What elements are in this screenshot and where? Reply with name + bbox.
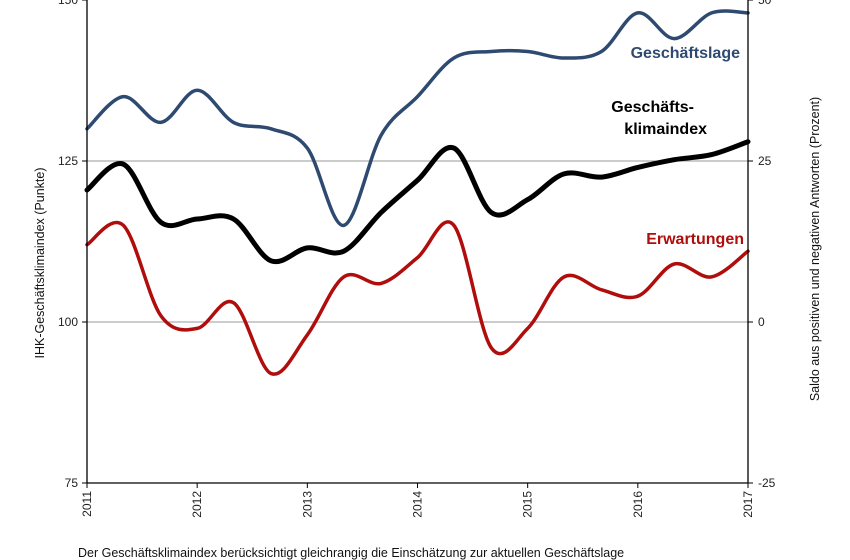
y-axis-right: -25 0 25 50	[748, 0, 776, 490]
series-label-geschaeftsklimaindex-line1: Geschäfts-	[611, 99, 694, 116]
y-right-tick-label-2: 25	[758, 154, 772, 168]
series-line-geschaeftsklimaindex	[84, 139, 751, 265]
x-tick-label-1: 2012	[190, 491, 204, 518]
series-line-erwartungen	[85, 220, 750, 376]
y-left-tick-label-1: 100	[58, 315, 78, 329]
series-label-geschaeftslage: Geschäftslage	[631, 45, 740, 62]
x-tick-label-5: 2016	[631, 491, 645, 518]
series-group	[84, 9, 751, 376]
x-axis: 2011 2012 2013 2014 2015 2016 2017	[80, 483, 755, 518]
y-left-tick-label-3: 150	[58, 0, 78, 7]
series-label-erwartungen: Erwartungen	[646, 231, 744, 248]
y-axis-left-title: IHK-Geschäftsklimaindex (Punkte)	[33, 167, 47, 358]
x-tick-label-2: 2013	[300, 491, 314, 518]
grid-lines	[87, 160, 748, 323]
footnote: Der Geschäftsklimaindex berücksichtigt g…	[78, 546, 625, 560]
y-right-tick-label-1: 0	[758, 315, 765, 329]
series-label-geschaeftsklimaindex-line2: klimaindex	[624, 121, 707, 138]
y-left-tick-label-0: 75	[65, 476, 79, 490]
x-tick-label-6: 2017	[741, 491, 755, 518]
y-left-tick-label-2: 125	[58, 154, 78, 168]
series-line-geschaeftslage	[85, 9, 750, 228]
y-axis-right-title: Saldo aus positiven und negativen Antwor…	[808, 97, 822, 401]
y-right-tick-label-3: 50	[758, 0, 772, 7]
x-tick-label-4: 2015	[521, 491, 535, 518]
x-tick-label-0: 2011	[80, 491, 94, 517]
x-tick-label-3: 2014	[411, 491, 425, 518]
y-right-tick-label-0: -25	[758, 476, 776, 490]
y-axis-left: 75 100 125 150	[58, 0, 87, 490]
